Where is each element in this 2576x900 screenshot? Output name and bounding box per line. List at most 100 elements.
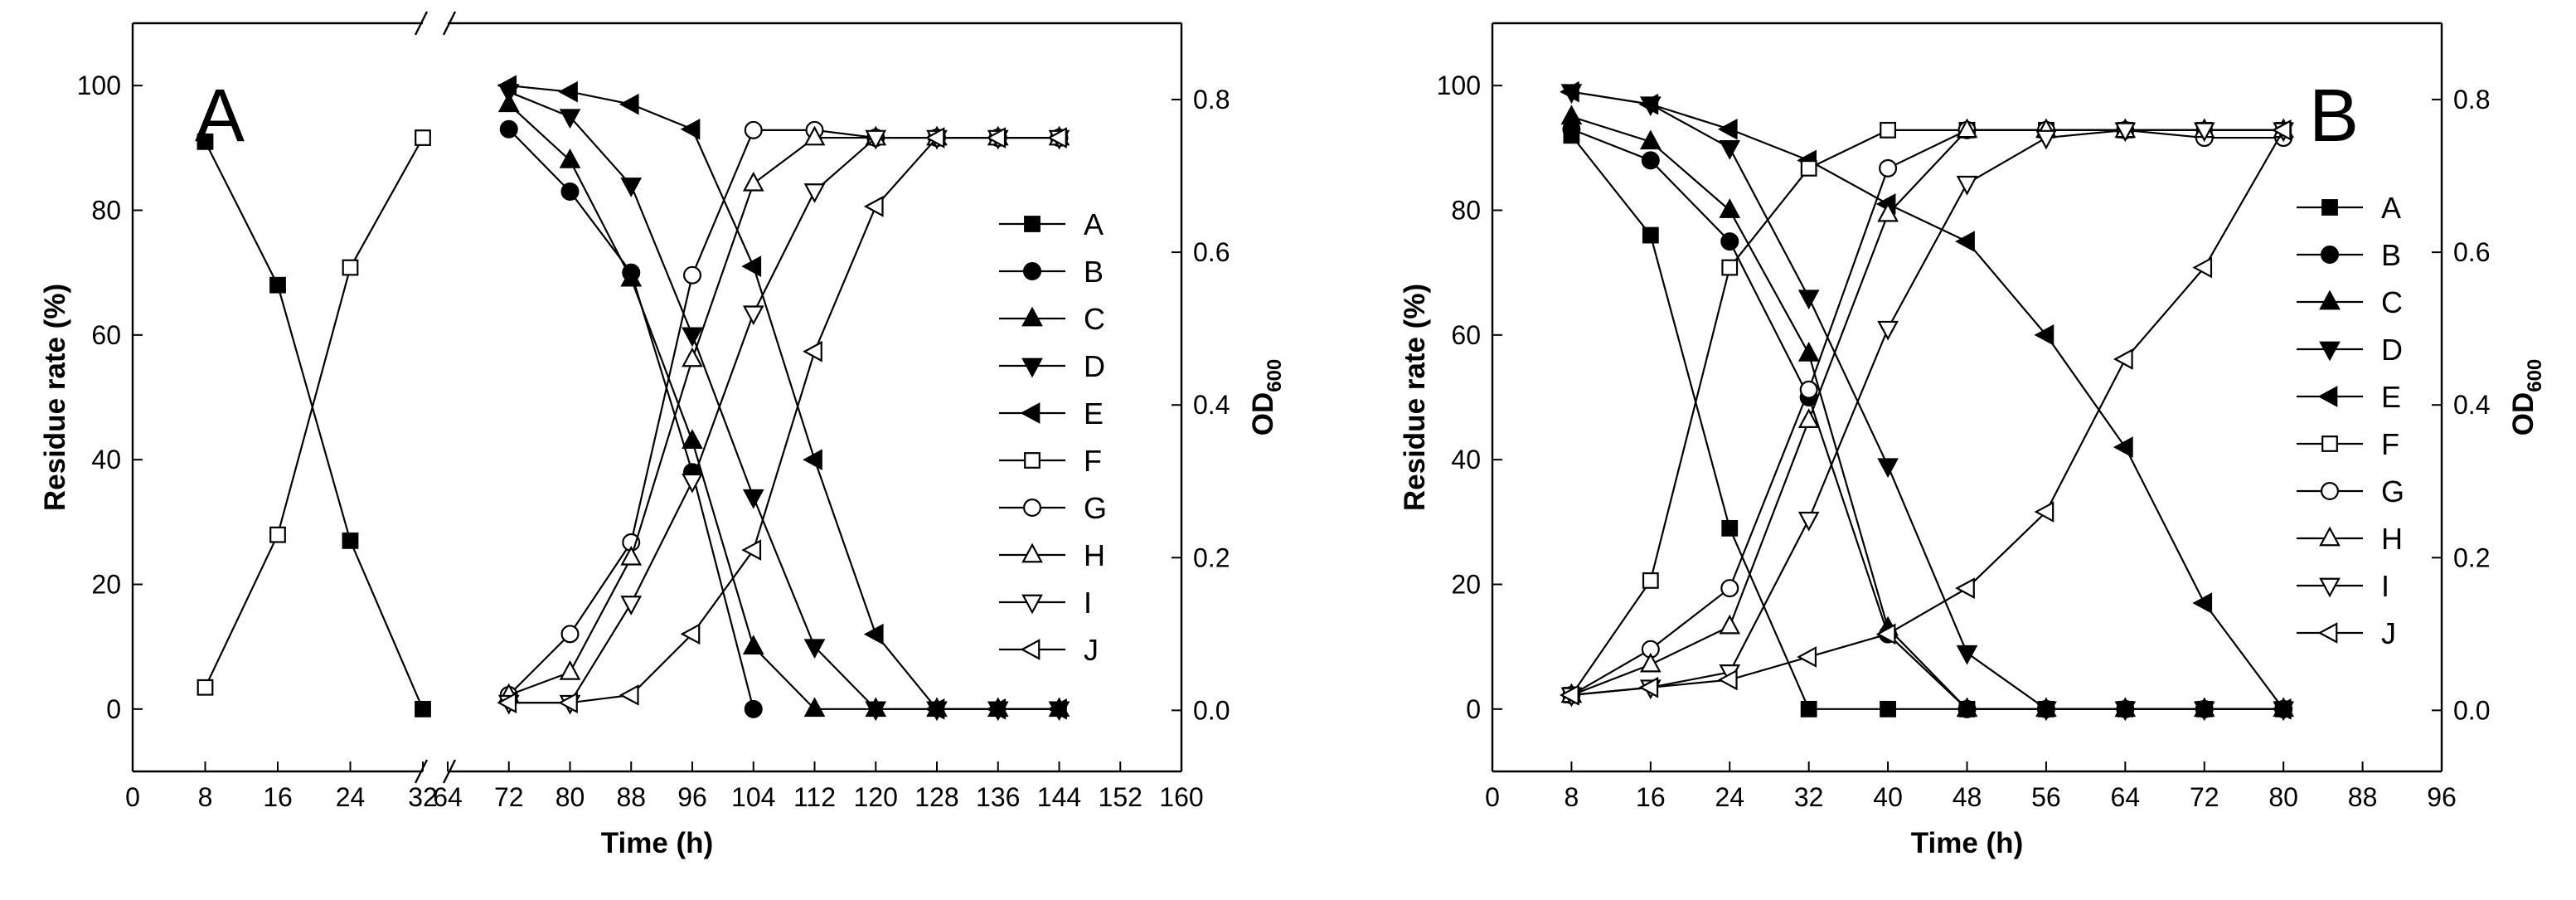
panel-a-series-d-point <box>559 109 581 129</box>
panel-a-y2-tick-label: 0.6 <box>1193 237 1230 267</box>
panel-b-legend-marker-h <box>2319 526 2341 547</box>
panel-a-series-e-point <box>986 698 1007 720</box>
panel-b-y2-axis-title: OD600 <box>2507 359 2546 436</box>
panel-a-series-b-point <box>499 119 518 139</box>
panel-b-y2-tick-label: 0.6 <box>2453 237 2490 267</box>
panel-a-y2-axis-title-main: OD <box>1247 392 1279 436</box>
panel-b-legend-marker-i <box>2319 577 2341 598</box>
panel-a-series-f-point <box>196 679 214 696</box>
panel-a-legend-marker-h <box>1021 542 1043 563</box>
panel-b-series-i-line <box>1571 129 2284 697</box>
panel-a-legend-label-i: I <box>1084 586 1092 620</box>
panel-b-legend-label-h: H <box>2381 522 2403 556</box>
panel-b-series-a-point <box>1642 226 1659 244</box>
panel-b-series-i-point <box>2114 122 2137 143</box>
panel-b-series-j-point <box>1955 577 1975 599</box>
panel-a-series-j-point <box>863 196 884 217</box>
panel-b-series-f-point <box>1721 259 1739 276</box>
panel-a-legend-label-e: E <box>1084 396 1104 431</box>
panel-b-series-j-point <box>2113 348 2133 370</box>
panel-a-y-tick-label: 60 <box>91 320 121 350</box>
panel-a-legend-marker-f <box>1024 452 1041 469</box>
panel-a-series-d-point <box>865 701 887 722</box>
panel-b-y2-axis-title-main: OD <box>2507 392 2540 436</box>
panel-b-series-c-point <box>1639 129 1662 150</box>
panel-a-series-c-point <box>682 429 703 449</box>
panel-b-series-f-point <box>1880 121 1896 139</box>
panel-b-series-f-point <box>1800 159 1817 177</box>
panel-b-series-c-point <box>1797 341 1820 362</box>
panel-b-series-j-point <box>1638 676 1659 698</box>
panel-a-y2-tick-label: 0.4 <box>1193 390 1230 420</box>
panel-a-series-f-point <box>342 259 359 276</box>
panel-a-y-tick-label: 100 <box>77 71 121 100</box>
panel-b-series-a-point <box>1880 700 1896 718</box>
panel-a-series-i-line <box>508 136 1060 704</box>
panel-b-series-h-point <box>1956 118 1978 139</box>
panel-b-series-e-point <box>2192 592 2213 614</box>
panel-a-series-e-point <box>803 449 822 471</box>
panel-a-series-a-point <box>415 700 431 718</box>
panel-a-y2-tick-label: 0.2 <box>1193 542 1230 572</box>
panel-b-series-h-point <box>1797 408 1820 428</box>
panel-b-legend-label-a: A <box>2381 191 2401 225</box>
panel-a-series-i-point <box>865 129 887 150</box>
panel-a-x-tick-label: 128 <box>914 782 958 812</box>
panel-b-legend-marker-b <box>2321 246 2340 265</box>
panel-a-series-d-point <box>742 489 764 509</box>
panel-b-series-f-point <box>1642 572 1659 589</box>
panel-a-legend-label-a: A <box>1084 207 1104 241</box>
panel-a-series-g-point <box>744 120 763 139</box>
panel-a-axis-break-mark <box>414 11 429 36</box>
panel-a-x-tick-label: 120 <box>854 782 898 812</box>
panel-b-series-d-point <box>2114 701 2137 722</box>
panel-b-x-tick-label: 72 <box>2190 782 2219 812</box>
panel-a-series-f-point <box>415 129 431 146</box>
panel-b-series-e-point <box>1717 118 1738 140</box>
panel-b-legend-marker-g <box>2321 481 2340 500</box>
panel-b-series-b-point <box>1720 232 1739 251</box>
panel-a-x-tick-label: 88 <box>616 782 646 812</box>
panel-a-axis-break-mark <box>414 759 429 784</box>
panel-a-x-axis-title: Time (h) <box>601 827 713 859</box>
panel-a-axis-break-mark <box>442 759 457 784</box>
panel-a-series-e-point <box>619 93 639 115</box>
panel-a-legend-marker-e <box>1020 402 1041 424</box>
panel-a-series-j-point <box>741 539 762 561</box>
panel-a-series-h-point <box>803 125 826 146</box>
panel-b-legend-label-g: G <box>2381 474 2404 508</box>
panel-b-legend-label-e: E <box>2381 380 2401 414</box>
panel-a-series-e-point <box>497 75 517 97</box>
panel-a-x-tick-label: 144 <box>1037 782 1081 812</box>
panel-a-x-tick-label: 96 <box>677 782 707 812</box>
panel-a-y-axis-title: Residue rate (%) <box>39 284 71 511</box>
panel-b-x-tick-label: 56 <box>2031 782 2061 812</box>
panel-b: 0 8 16 24 32 40 48 56 64 72 80 88 96 0 20 40 60 80 100 0.0 0… <box>1399 22 2546 859</box>
panel-b-series-e-point <box>1560 80 1579 103</box>
panel-b-series-b-point <box>1641 151 1660 170</box>
panel-b-series-c-line <box>1571 115 2284 710</box>
panel-b-series-g-point <box>1799 380 1818 399</box>
panel-a-x-tick-label: 64 <box>433 782 463 812</box>
panel-b-series-b-line <box>1571 128 2284 710</box>
panel-b-x-axis-title: Time (h) <box>1911 827 2023 859</box>
panel-b-series-j-point <box>1875 623 1896 645</box>
panel-a-x-tick-label: 104 <box>731 782 775 812</box>
panel-b-x-tick-label: 80 <box>2268 782 2298 812</box>
panel-b-series-g-point <box>1720 579 1739 598</box>
panel-a-series-b-point <box>560 182 580 201</box>
panel-b-x-tick-label: 0 <box>1485 782 1500 812</box>
panel-b-series-e-point <box>2113 436 2133 458</box>
panel-a-legend-label-h: H <box>1084 538 1105 572</box>
panel-a-legend-marker-a <box>1024 216 1041 232</box>
panel-b-series-i-point <box>2035 129 2057 150</box>
panel-a-series-d-point <box>682 327 703 348</box>
panel-a-y2-axis-title: OD600 <box>1247 359 1286 436</box>
panel-b-series-d-point <box>2193 701 2215 722</box>
panel-b-series-d-point <box>1719 139 1741 160</box>
panel-a-series-c-point <box>803 697 826 718</box>
panel-b-series-d-point <box>1797 289 1820 310</box>
panel-b-y2-tick-label: 0.4 <box>2453 390 2490 420</box>
panel-b-series-g-point <box>1879 158 1898 178</box>
